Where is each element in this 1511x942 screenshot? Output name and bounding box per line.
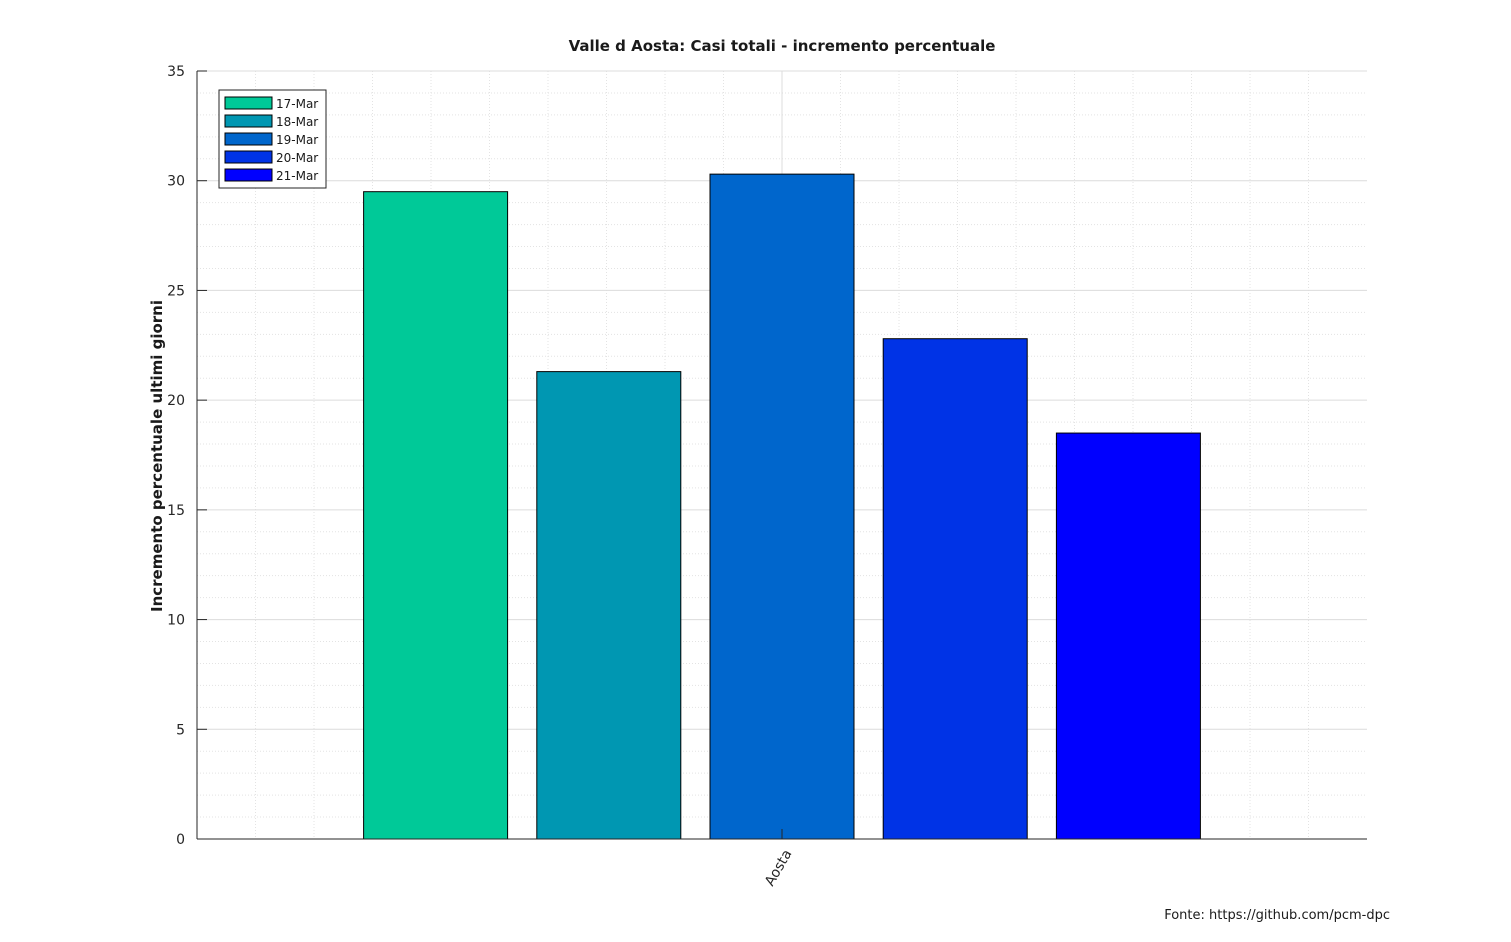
legend-swatch xyxy=(224,132,273,146)
x-tick-label: Aosta xyxy=(762,847,795,889)
legend-swatch xyxy=(224,168,273,182)
bar-19-Mar xyxy=(709,173,855,840)
y-tick-label: 30 xyxy=(167,174,185,190)
legend-label: 17-Mar xyxy=(276,97,318,111)
y-tick-label: 35 xyxy=(167,64,185,80)
y-tick-label: 20 xyxy=(167,393,185,409)
legend-label: 20-Mar xyxy=(276,151,318,165)
bar-20-Mar xyxy=(882,338,1028,840)
y-tick-label: 25 xyxy=(167,283,185,299)
legend-swatch xyxy=(224,96,273,110)
source-note: Fonte: https://github.com/pcm-dpc xyxy=(1164,908,1390,923)
y-tick-label: 5 xyxy=(176,722,185,738)
y-axis-label: Incremento percentuale ultimi giorni xyxy=(148,300,166,612)
chart-title: Valle d Aosta: Casi totali - incremento … xyxy=(569,37,996,55)
legend-swatch xyxy=(224,114,273,128)
legend-label: 21-Mar xyxy=(276,169,318,183)
legend-swatch xyxy=(224,150,273,164)
legend-label: 19-Mar xyxy=(276,133,318,147)
y-tick-label: 0 xyxy=(176,832,185,848)
y-tick-label: 10 xyxy=(167,613,185,629)
bar-17-Mar xyxy=(363,191,509,840)
plot-area: 0 5 10 15 20 25 30 35 Aosta 17-Mar 18-Mar 19-Mar 20-… xyxy=(167,64,1367,889)
legend-label: 18-Mar xyxy=(276,115,318,129)
bar-21-Mar xyxy=(1055,432,1201,840)
y-tick-label: 15 xyxy=(167,503,185,519)
bar-18-Mar xyxy=(536,371,682,840)
